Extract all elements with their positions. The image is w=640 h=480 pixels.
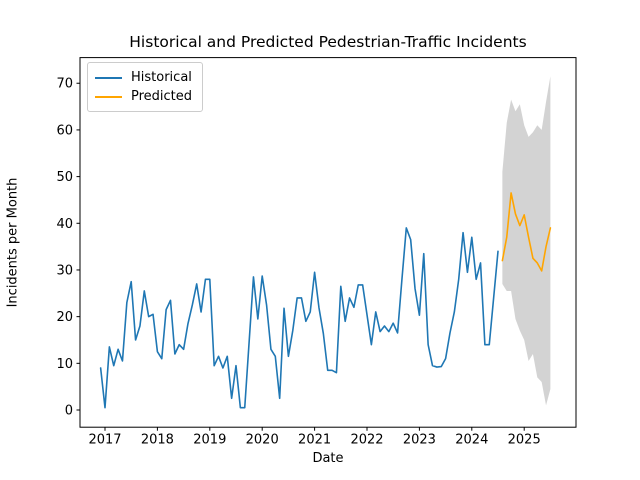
legend-label-historical: Historical bbox=[131, 70, 192, 85]
x-axis-label: Date bbox=[312, 451, 344, 466]
y-axis-label: Incidents per Month bbox=[5, 177, 21, 308]
legend-label-predicted: Predicted bbox=[131, 89, 193, 104]
x-tick-label: 2019 bbox=[193, 433, 226, 448]
y-tick-label: 30 bbox=[56, 263, 73, 278]
historical-line bbox=[99, 227, 499, 409]
y-tick-label: 0 bbox=[65, 404, 73, 419]
confidence-band bbox=[502, 76, 551, 406]
plot-border bbox=[79, 57, 577, 428]
y-tick-label: 60 bbox=[56, 123, 73, 138]
historical-line-swatch bbox=[95, 76, 122, 79]
x-tick-label: 2020 bbox=[246, 433, 279, 448]
y-tick-label: 20 bbox=[56, 310, 73, 325]
x-tick-label: 2025 bbox=[508, 433, 541, 448]
x-tick-label: 2021 bbox=[298, 433, 331, 448]
y-tick-label: 10 bbox=[56, 357, 73, 372]
predicted-line bbox=[501, 192, 552, 272]
x-tick-label: 2022 bbox=[350, 433, 383, 448]
legend-entry-historical: Historical bbox=[95, 68, 194, 87]
legend: Historical Predicted bbox=[87, 62, 203, 112]
x-tick-label: 2018 bbox=[141, 433, 174, 448]
y-tick-label: 50 bbox=[56, 170, 73, 185]
x-tick-label: 2017 bbox=[88, 433, 121, 448]
y-tick-label: 70 bbox=[56, 77, 73, 92]
predicted-line-swatch bbox=[95, 95, 122, 98]
x-tick-label: 2024 bbox=[455, 433, 488, 448]
x-tick-label: 2023 bbox=[403, 433, 436, 448]
chart-title: Historical and Predicted Pedestrian-Traf… bbox=[129, 33, 527, 51]
y-tick-label: 40 bbox=[56, 217, 73, 232]
legend-entry-predicted: Predicted bbox=[95, 87, 194, 106]
